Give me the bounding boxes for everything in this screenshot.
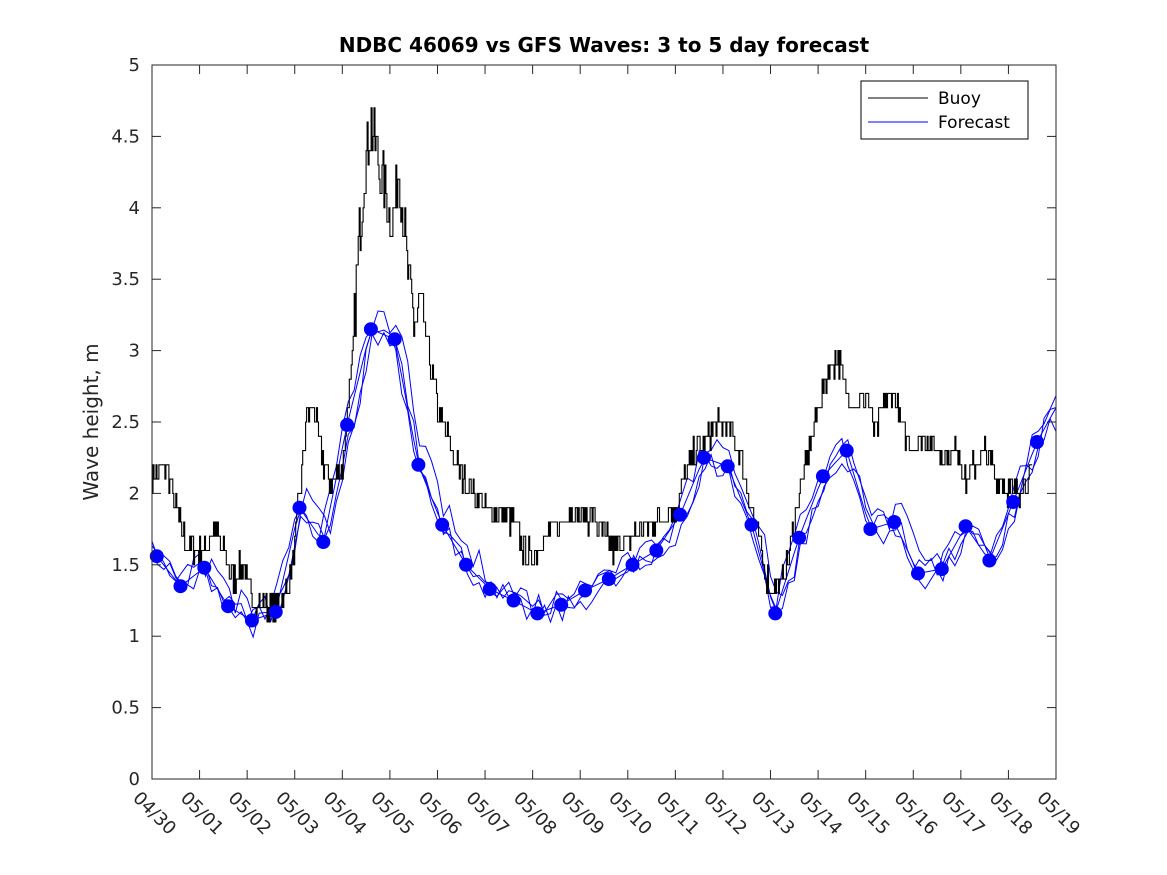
y-tick-label: 2: [129, 483, 140, 504]
forecast-marker-25: [744, 517, 759, 532]
y-axis-ticks: 0 0.5 1 1.5 2 2.5 3 3.5 4 4.5 5: [111, 55, 1056, 790]
forecast-marker-34: [958, 519, 973, 534]
legend-box: [860, 80, 1029, 140]
y-tick-label: 4: [129, 198, 140, 219]
y-tick-label: 3: [129, 341, 140, 362]
y-tick-label: 1: [129, 626, 140, 647]
forecast-marker-20: [625, 557, 640, 572]
forecast-marker-11: [411, 457, 426, 472]
forecast-marker-0: [149, 549, 164, 564]
forecast-marker-31: [887, 515, 902, 529]
forecast-marker-15: [506, 593, 521, 608]
forecast-marker-37: [1030, 435, 1044, 449]
forecast-marker-24: [720, 459, 735, 474]
y-tick-label: 3.5: [111, 269, 140, 290]
forecast-marker-18: [578, 583, 592, 598]
plot-area: [152, 65, 1056, 779]
buoy-series: [152, 107, 1033, 623]
y-tick-label: 1.5: [111, 555, 140, 576]
forecast-marker-1: [173, 579, 188, 594]
y-tick-label: 0.5: [111, 698, 140, 719]
y-tick-label: 4.5: [111, 126, 140, 147]
buoy-line: [152, 107, 1033, 623]
forecast-marker-8: [340, 417, 355, 432]
forecast-marker-32: [911, 566, 925, 581]
forecast-markers: [149, 322, 1044, 628]
forecast-marker-29: [839, 443, 854, 458]
legend-buoy-label: Buoy: [938, 89, 981, 109]
forecast-marker-2: [197, 560, 212, 575]
forecast-marker-28: [815, 469, 830, 484]
forecast-marker-9: [363, 322, 378, 337]
y-tick-label: 2.5: [111, 412, 140, 433]
forecast-marker-5: [268, 604, 283, 619]
forecast-marker-27: [792, 530, 807, 545]
forecast-marker-26: [768, 606, 783, 621]
forecast-marker-14: [482, 582, 497, 597]
chart-title: NDBC 46069 vs GFS Waves: 3 to 5 day fore…: [339, 33, 870, 57]
forecast-marker-10: [387, 332, 402, 347]
forecast-marker-33: [934, 562, 949, 577]
forecast-marker-30: [863, 522, 878, 537]
forecast-marker-7: [316, 535, 331, 549]
forecast-marker-21: [649, 543, 664, 558]
legend-forecast-label: Forecast: [938, 113, 1010, 133]
forecast-marker-3: [221, 599, 236, 614]
forecast-marker-12: [435, 517, 450, 532]
forecast-marker-16: [530, 606, 545, 621]
forecast-marker-13: [459, 557, 473, 572]
y-tick-label: 0: [129, 769, 140, 790]
legend: Buoy Forecast: [860, 80, 1029, 140]
forecast-marker-19: [601, 572, 616, 587]
y-tick-label: 5: [129, 55, 140, 76]
y-axis-label: Wave height, m: [79, 343, 103, 500]
forecast-marker-22: [673, 507, 688, 522]
forecast-marker-35: [982, 553, 997, 568]
forecast-marker-23: [696, 450, 711, 465]
forecast-marker-6: [292, 500, 307, 515]
forecast-marker-17: [554, 597, 569, 612]
forecast-marker-36: [1006, 495, 1021, 509]
forecast-marker-4: [244, 613, 259, 628]
